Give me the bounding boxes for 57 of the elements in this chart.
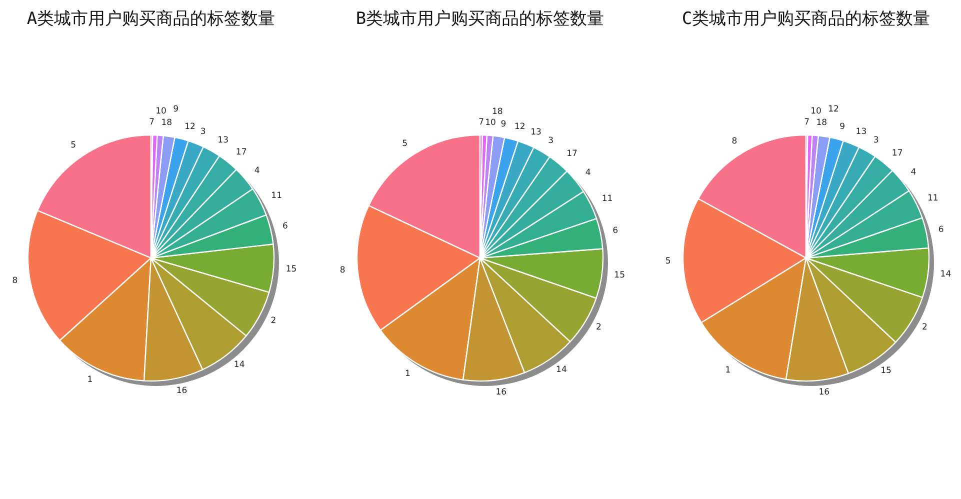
slice-label: 10 [156, 106, 166, 117]
slice-label: 11 [928, 193, 938, 204]
slice-label: 15 [286, 264, 297, 274]
slice-label: 3 [548, 136, 554, 146]
slice-label: 2 [922, 322, 928, 333]
slice-label: 6 [612, 226, 618, 236]
slice-label: 5 [665, 256, 671, 266]
slice-label: 17 [566, 149, 578, 160]
slice-label: 11 [271, 190, 282, 201]
slice-label: 13 [530, 128, 542, 138]
slice-label: 12 [514, 122, 526, 132]
slice-label: 7 [149, 118, 155, 128]
slice-label: 13 [856, 127, 867, 138]
slice-label: 15 [614, 270, 626, 280]
slice-label: 11 [602, 194, 613, 204]
slice-label: 1 [87, 375, 93, 386]
slice-label: 8 [732, 136, 738, 147]
slice-label: 8 [340, 266, 346, 276]
slice-label: 16 [818, 388, 830, 398]
slice-label: 2 [596, 322, 602, 333]
slice-label: 3 [873, 136, 879, 146]
chart-title: A类城市用户购买商品的标签数量 [26, 9, 276, 29]
slice-label: 1 [725, 365, 731, 376]
slice-label: 4 [254, 166, 260, 176]
slice-label: 14 [940, 270, 952, 280]
slice-label: 14 [556, 364, 567, 375]
slice-label: 12 [184, 122, 196, 132]
slice-label: 16 [496, 387, 507, 398]
slice-label: 18 [492, 107, 503, 118]
slice-label: 13 [218, 135, 228, 146]
slice-label: 10 [810, 106, 822, 117]
slice-label: 7 [804, 118, 810, 128]
slice-label: 10 [485, 118, 496, 128]
slice-label: 4 [585, 168, 591, 178]
slice-label: 14 [234, 360, 245, 370]
slice-label: 15 [880, 366, 892, 376]
slice-label: 7 [478, 118, 484, 128]
slice-label: 8 [12, 276, 18, 286]
slice-label: 4 [910, 167, 916, 178]
slice-label: 16 [176, 386, 188, 396]
slice-label: 6 [282, 221, 288, 232]
chart-title: B类城市用户购买商品的标签数量 [356, 9, 604, 29]
slice-label: 5 [402, 138, 408, 149]
slice-label: 9 [500, 119, 506, 130]
slice-label: 18 [161, 118, 172, 128]
slice-label: 6 [938, 225, 944, 236]
slice-label: 17 [236, 148, 247, 158]
slice-label: 3 [200, 127, 206, 138]
slice-label: 1 [404, 369, 410, 380]
slice-label: 5 [70, 140, 76, 150]
slice-label: 17 [892, 148, 903, 158]
slice-label: 2 [270, 316, 276, 326]
slice-label: 12 [828, 104, 839, 115]
slice-label: 9 [173, 104, 178, 115]
slice-label: 9 [840, 122, 846, 132]
slice-label: 18 [816, 118, 828, 128]
chart-title: C类城市用户购买商品的标签数量 [682, 9, 930, 29]
